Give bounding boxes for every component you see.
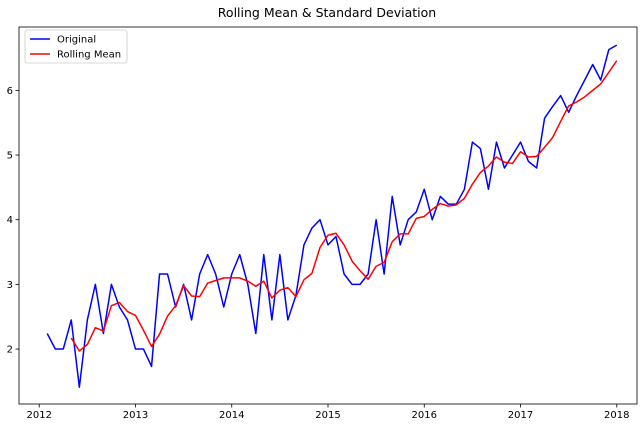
y-tick-label: 2 (7, 345, 13, 356)
y-tick-label: 6 (7, 86, 13, 97)
series-line-rolling-mean (70, 60, 618, 352)
x-tick-label: 2014 (219, 410, 244, 421)
series-line-original (46, 44, 618, 388)
x-tick-label: 2017 (508, 410, 533, 421)
x-tick-label: 2013 (123, 410, 148, 421)
series-layer (46, 44, 618, 388)
legend-box (24, 29, 128, 64)
legend: Original Rolling Mean (24, 29, 128, 64)
legend-label-original: Original (57, 35, 96, 46)
y-axis: 2 3 4 5 6 (7, 86, 19, 356)
x-tick-label: 2015 (315, 410, 340, 421)
chart-title: Rolling Mean & Standard Deviation (218, 5, 436, 20)
x-tick-label: 2018 (604, 410, 629, 421)
legend-label-rolling-mean: Rolling Mean (57, 50, 121, 61)
x-tick-label: 2012 (26, 410, 51, 421)
x-tick-label: 2016 (412, 410, 437, 421)
plot-area (19, 27, 637, 404)
y-tick-label: 5 (7, 151, 13, 162)
y-tick-label: 4 (7, 215, 13, 226)
plot-frame (18, 26, 638, 405)
y-tick-label: 3 (7, 280, 13, 291)
x-axis: 2012 2013 2014 2015 2016 2017 2018 (26, 404, 630, 421)
